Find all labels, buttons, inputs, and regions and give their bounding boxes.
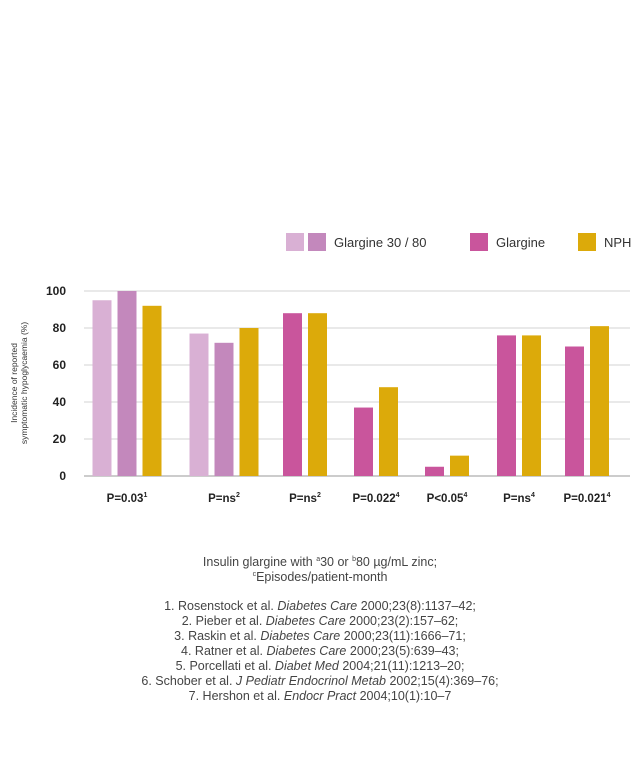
- footnote-prefix: Insulin glargine with: [202, 555, 317, 569]
- reference-item: 1. Rosenstock et al. Diabetes Care 2000;…: [0, 599, 640, 614]
- bar-glargine-30: [189, 333, 209, 476]
- category-label-superscript: 4: [607, 492, 611, 499]
- reference-citation: 2004;21(11):1213–20;: [338, 659, 465, 673]
- reference-item: 5. Porcellati et al. Diabet Med 2004;21(…: [0, 659, 640, 674]
- reference-journal: Diabet Med: [274, 659, 339, 673]
- reference-citation: 2000;23(11):1666–71;: [340, 629, 466, 643]
- footer: Insulin glargine with a30 or b80 µg/mL z…: [0, 555, 640, 704]
- bar-chart: 0 20 40 60 80 100 Incidence of reportedsymptom…: [9, 233, 631, 505]
- reference-citation: 2000;23(2):157–62;: [345, 614, 459, 628]
- category-label: P=ns4: [503, 492, 535, 505]
- reference-journal: Diabetes Care: [277, 599, 358, 613]
- bar-glargine: [283, 313, 302, 476]
- bar-glargine: [354, 407, 373, 476]
- category-label-superscript: 2: [317, 492, 321, 499]
- reference-authors: 4. Ratner et al.: [181, 644, 267, 658]
- category-label: P=ns2: [208, 492, 240, 505]
- bar-nph: [590, 326, 609, 476]
- footnote-sup-a: a: [316, 555, 321, 563]
- reference-authors: 1. Rosenstock et al.: [164, 599, 278, 613]
- footnote-sup-b: b: [352, 555, 356, 563]
- category-label-superscript: 4: [531, 492, 535, 499]
- bar-glargine: [497, 335, 516, 476]
- footnote-episodes: Episodes/patient-month: [256, 570, 388, 584]
- bar-glargine-30: [92, 300, 112, 476]
- category-label-superscript: 4: [463, 492, 467, 499]
- y-tick-label: 100: [46, 284, 66, 298]
- legend-label: Glargine 30 / 80: [334, 235, 427, 250]
- legend-swatch: [286, 233, 304, 251]
- reference-authors: 3. Raskin et al.: [174, 629, 261, 643]
- footnote-suffix: 80 µg/mL zinc;: [355, 555, 438, 569]
- legend-swatch: [308, 233, 326, 251]
- category-label: P=0.0214: [563, 492, 610, 505]
- bar-glargine: [425, 466, 444, 476]
- bar-glargine-80: [117, 291, 137, 476]
- y-axis-label-line: Incidence of reported: [9, 343, 19, 423]
- bar-nph: [522, 335, 541, 476]
- category-label-superscript: 2: [236, 492, 240, 499]
- reference-journal: Diabetes Care: [260, 629, 341, 643]
- reference-journal: Diabetes Care: [265, 614, 346, 628]
- reference-citation: 2000;23(8):1137–42;: [357, 599, 476, 613]
- bar-nph: [308, 313, 327, 476]
- category-label: P=0.0224: [352, 492, 399, 505]
- legend-label: Glargine: [496, 235, 545, 250]
- legend-swatch: [470, 233, 488, 251]
- legend-swatch: [578, 233, 596, 251]
- y-axis-label: Incidence of reportedsymptomatic hypogly…: [9, 322, 29, 445]
- bar-glargine-80: [214, 342, 234, 476]
- category-label-superscript: 1: [143, 492, 147, 499]
- bar-nph: [239, 328, 259, 476]
- reference-list: 1. Rosenstock et al. Diabetes Care 2000;…: [0, 599, 640, 704]
- reference-item: 4. Ratner et al. Diabetes Care 2000;23(5…: [0, 644, 640, 659]
- footnote-mid: 30 or: [320, 555, 353, 569]
- reference-item: 6. Schober et al. J Pediatr Endocrinol M…: [0, 674, 640, 689]
- reference-citation: 2000;23(5):639–43;: [346, 644, 459, 658]
- y-tick-label: 20: [53, 432, 67, 446]
- reference-item: 2. Pieber et al. Diabetes Care 2000;23(2…: [0, 614, 640, 629]
- y-tick-label: 0: [59, 469, 66, 483]
- reference-citation: 2004;10(1):10–7: [356, 689, 452, 703]
- footnote-line-2: cEpisodes/patient-month: [0, 570, 640, 585]
- reference-journal: Endocr Pract: [283, 689, 357, 703]
- y-axis-label-line: symptomatic hypoglycaemia (%): [19, 322, 29, 445]
- reference-journal: J Pediatr Endocrinol Metab: [235, 674, 386, 688]
- bar-nph: [142, 305, 162, 476]
- reference-citation: 2002;15(4):369–76;: [386, 674, 499, 688]
- footnote-line-1: Insulin glargine with a30 or b80 µg/mL z…: [0, 555, 640, 570]
- y-tick-label: 40: [53, 395, 67, 409]
- legend-label: NPH: [604, 235, 631, 250]
- bar-nph: [379, 387, 398, 476]
- reference-item: 7. Hershon et al. Endocr Pract 2004;10(1…: [0, 689, 640, 704]
- category-label: P=0.031: [107, 492, 148, 505]
- reference-authors: 2. Pieber et al.: [181, 614, 266, 628]
- category-label: P=ns2: [289, 492, 321, 505]
- category-label-superscript: 4: [396, 492, 400, 499]
- reference-journal: Diabetes Care: [266, 644, 347, 658]
- y-tick-label: 60: [53, 358, 67, 372]
- reference-authors: 5. Porcellati et al.: [175, 659, 275, 673]
- reference-item: 3. Raskin et al. Diabetes Care 2000;23(1…: [0, 629, 640, 644]
- bar-nph: [450, 455, 469, 476]
- y-tick-label: 80: [53, 321, 67, 335]
- bar-glargine: [565, 346, 584, 476]
- reference-authors: 6. Schober et al.: [141, 674, 236, 688]
- reference-authors: 7. Hershon et al.: [188, 689, 284, 703]
- footnote-sup-c: c: [252, 570, 257, 578]
- category-label: P<0.054: [427, 492, 468, 505]
